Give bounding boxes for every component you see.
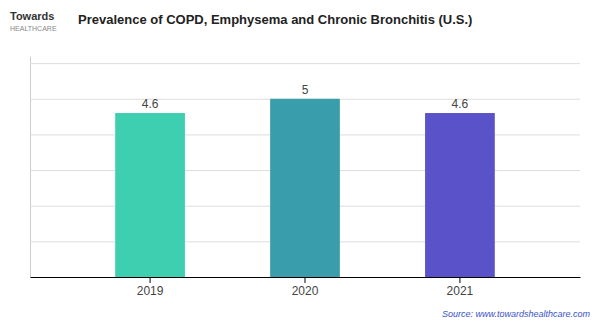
x-tick-mark [459, 277, 460, 283]
chart-title: Prevalence of COPD, Emphysema and Chroni… [78, 12, 472, 27]
data-label: 4.6 [452, 97, 469, 111]
x-tick-label: 2019 [137, 284, 164, 298]
chart-svg: Towards HEALTHCARE Prevalence of COPD, Emp… [0, 0, 600, 325]
x-tick: 2019 [137, 277, 164, 298]
bar [425, 113, 495, 277]
x-axis: 2019 2020 2021 [31, 277, 581, 298]
x-tick-label: 2020 [292, 284, 319, 298]
grid-line [30, 63, 580, 64]
x-tick-mark [305, 277, 306, 283]
y-axis [30, 57, 580, 278]
chart-container: Towards HEALTHCARE Prevalence of COPD, Emp… [0, 0, 600, 325]
y-tick [30, 63, 580, 64]
bar [115, 113, 185, 277]
y-axis-line [30, 57, 31, 278]
bars [115, 99, 495, 277]
logo-text: Towards [10, 10, 54, 22]
data-label: 5 [302, 83, 309, 97]
x-tick-label: 2021 [447, 284, 474, 298]
x-tick-mark [150, 277, 151, 283]
x-tick: 2021 [447, 277, 474, 298]
data-labels: 4.6 5 4.6 [142, 83, 469, 111]
source-text: Source: www.towardshealthcare.com [442, 309, 591, 319]
bar [270, 99, 340, 277]
logo-subtext: HEALTHCARE [10, 25, 57, 32]
plot-area: 2019 2020 2021 4.6 5 4.6 [30, 57, 581, 298]
data-label: 4.6 [142, 97, 159, 111]
x-tick: 2020 [292, 277, 319, 298]
